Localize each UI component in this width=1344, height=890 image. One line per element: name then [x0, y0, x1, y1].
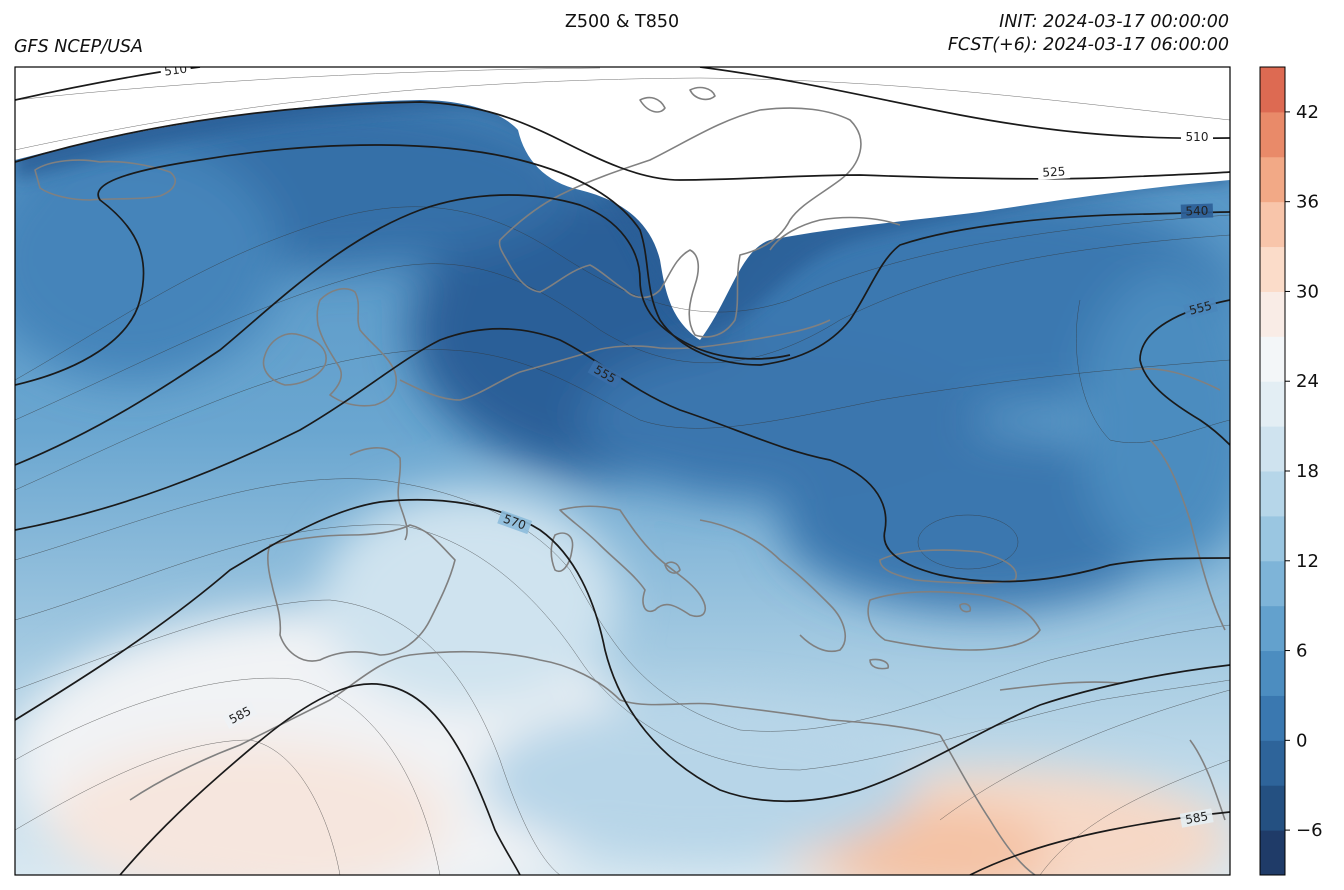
contour-label-510-a: 510 — [163, 61, 188, 78]
colorbar-band — [1260, 695, 1285, 741]
map-frame — [14, 66, 1231, 876]
contour-label-510-b: 510 — [1186, 130, 1209, 144]
colorbar-band — [1260, 67, 1285, 113]
colorbar-tick-label: 6 — [1296, 641, 1307, 662]
colorbar-band — [1260, 336, 1285, 382]
chart-title: Z500 & T850 — [564, 12, 680, 32]
colorbar-tick-label: 12 — [1296, 551, 1319, 572]
contour-label-585-b: 585 — [1184, 809, 1209, 827]
colorbar-tick-label: 0 — [1296, 730, 1307, 751]
coastlines — [34, 86, 1226, 875]
contour-label-555-b: 555 — [1188, 298, 1214, 317]
colorbar-tick-label: 30 — [1296, 281, 1319, 302]
colorbar-tick-label: 42 — [1296, 102, 1319, 123]
thin-contours — [15, 67, 1230, 875]
colorbar-band — [1260, 515, 1285, 562]
colorbar-ticks: −6 0 6 12 18 24 30 36 42 — [1285, 102, 1323, 841]
colorbar-band — [1260, 471, 1285, 517]
colorbar-band — [1260, 111, 1285, 158]
colorbar-band — [1260, 201, 1285, 248]
colorbar-band — [1260, 246, 1285, 292]
main-contours — [15, 67, 1230, 875]
colorbar-band — [1260, 650, 1285, 696]
colorbar-bands — [1260, 67, 1285, 876]
contour-label-540: 540 — [1185, 204, 1208, 219]
colorbar-band — [1260, 156, 1285, 203]
colorbar-tick-label: 24 — [1296, 371, 1319, 392]
init-time-label: INIT: 2024-03-17 00:00:00 — [999, 12, 1229, 32]
colorbar-band — [1260, 381, 1285, 427]
model-source-label: GFS NCEP/USA — [14, 37, 144, 57]
colorbar-band — [1260, 830, 1285, 876]
colorbar-band — [1260, 785, 1285, 831]
map-area: 510 510 525 540 555 555 570 585 585 — [15, 61, 1230, 875]
colorbar-tick-label: 18 — [1296, 461, 1319, 482]
contour-label-525: 525 — [1042, 164, 1066, 179]
colorbar-tick-label: 36 — [1296, 192, 1319, 213]
colorbar-band — [1260, 426, 1285, 472]
colorbar-band — [1260, 740, 1285, 786]
colorbar-band — [1260, 560, 1285, 607]
temperature-field — [15, 67, 1230, 875]
colorbar-band — [1260, 605, 1285, 652]
colorbar-tick-label: −6 — [1296, 820, 1323, 841]
colorbar-band — [1260, 291, 1285, 337]
forecast-time-label: FCST(+6): 2024-03-17 06:00:00 — [947, 35, 1229, 55]
